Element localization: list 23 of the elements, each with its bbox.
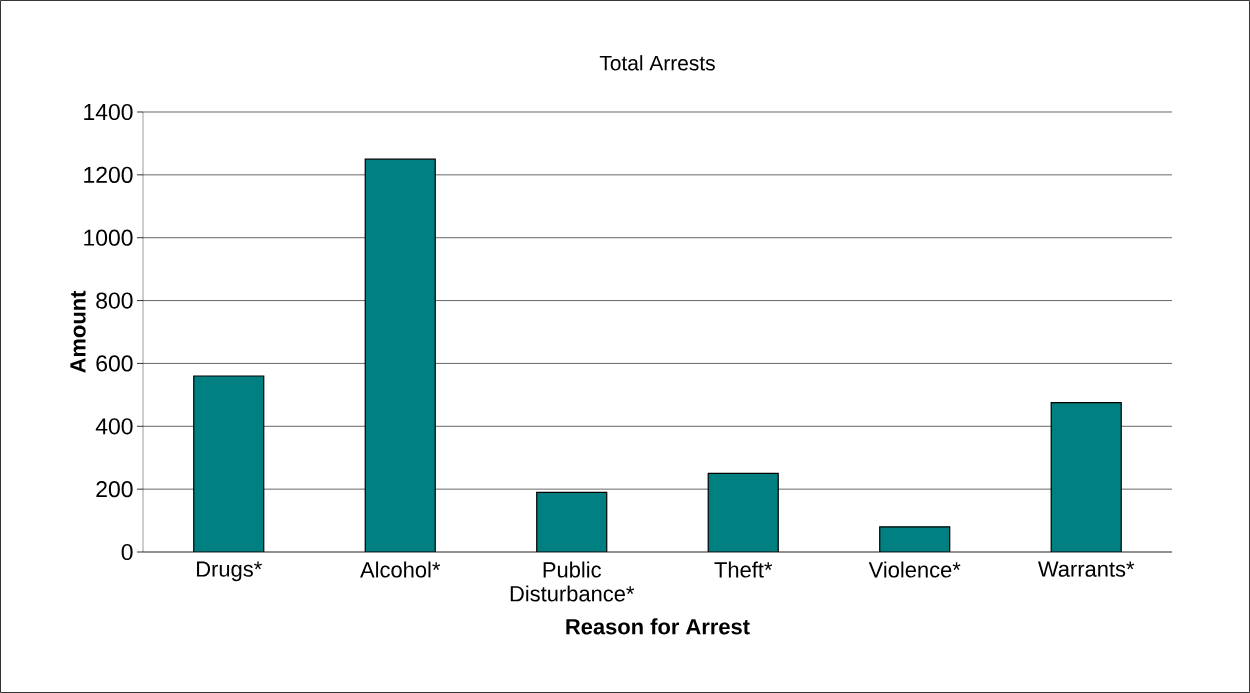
x-tick-label: Warrants* [1038,561,1135,577]
x-tick-label: Violence* [868,561,961,578]
bar [364,158,436,552]
chart-title: Total Arrests [599,55,715,71]
y-tick-label: 200 [96,481,133,498]
y-tick-label: 400 [95,418,133,435]
y-tick-label: 1200 [84,166,133,183]
y-tick-label: 800 [96,292,133,309]
bar [707,472,779,552]
y-tick-label: 600 [96,355,133,372]
x-axis-title: Reason for Arrest [566,618,750,635]
bar [536,491,608,552]
x-tick-label: Public Disturbance* [510,561,635,602]
x-tick-label: Alcohol* [360,561,441,578]
y-tick-label: 1000 [84,229,133,246]
y-tick-label: 1400 [84,103,133,121]
bar [879,526,951,552]
x-tick-label: Theft* [714,561,773,578]
y-axis-title: Amount [70,290,86,373]
bar [1050,402,1122,552]
bar [193,375,265,552]
x-tick-label: Drugs* [197,561,262,582]
y-tick-label: 0 [121,543,133,561]
